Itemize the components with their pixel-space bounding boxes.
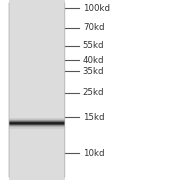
Bar xyxy=(9,118,65,119)
Text: 25kd: 25kd xyxy=(83,88,104,97)
Text: 100kd: 100kd xyxy=(83,4,110,13)
Text: 15kd: 15kd xyxy=(83,112,104,122)
Bar xyxy=(9,122,65,123)
Bar xyxy=(9,128,65,129)
Bar xyxy=(9,122,65,123)
Text: 40kd: 40kd xyxy=(83,56,104,65)
Text: 70kd: 70kd xyxy=(83,23,104,32)
Bar xyxy=(9,0,65,180)
Bar xyxy=(9,124,65,125)
Bar xyxy=(9,120,65,121)
Text: 55kd: 55kd xyxy=(83,41,104,50)
Bar xyxy=(9,121,65,122)
Text: 10kd: 10kd xyxy=(83,148,104,158)
Bar xyxy=(9,120,65,121)
Bar xyxy=(9,118,65,119)
Bar xyxy=(9,121,65,122)
Bar xyxy=(9,127,65,128)
Bar xyxy=(9,126,65,127)
Bar xyxy=(9,123,65,124)
Bar xyxy=(9,128,65,129)
Bar xyxy=(9,119,65,120)
Bar xyxy=(9,124,65,125)
Bar xyxy=(9,127,65,128)
Bar xyxy=(9,123,65,124)
Text: 35kd: 35kd xyxy=(83,67,104,76)
Bar xyxy=(9,119,65,120)
Bar xyxy=(9,125,65,126)
Bar xyxy=(9,126,65,127)
Bar xyxy=(9,125,65,126)
